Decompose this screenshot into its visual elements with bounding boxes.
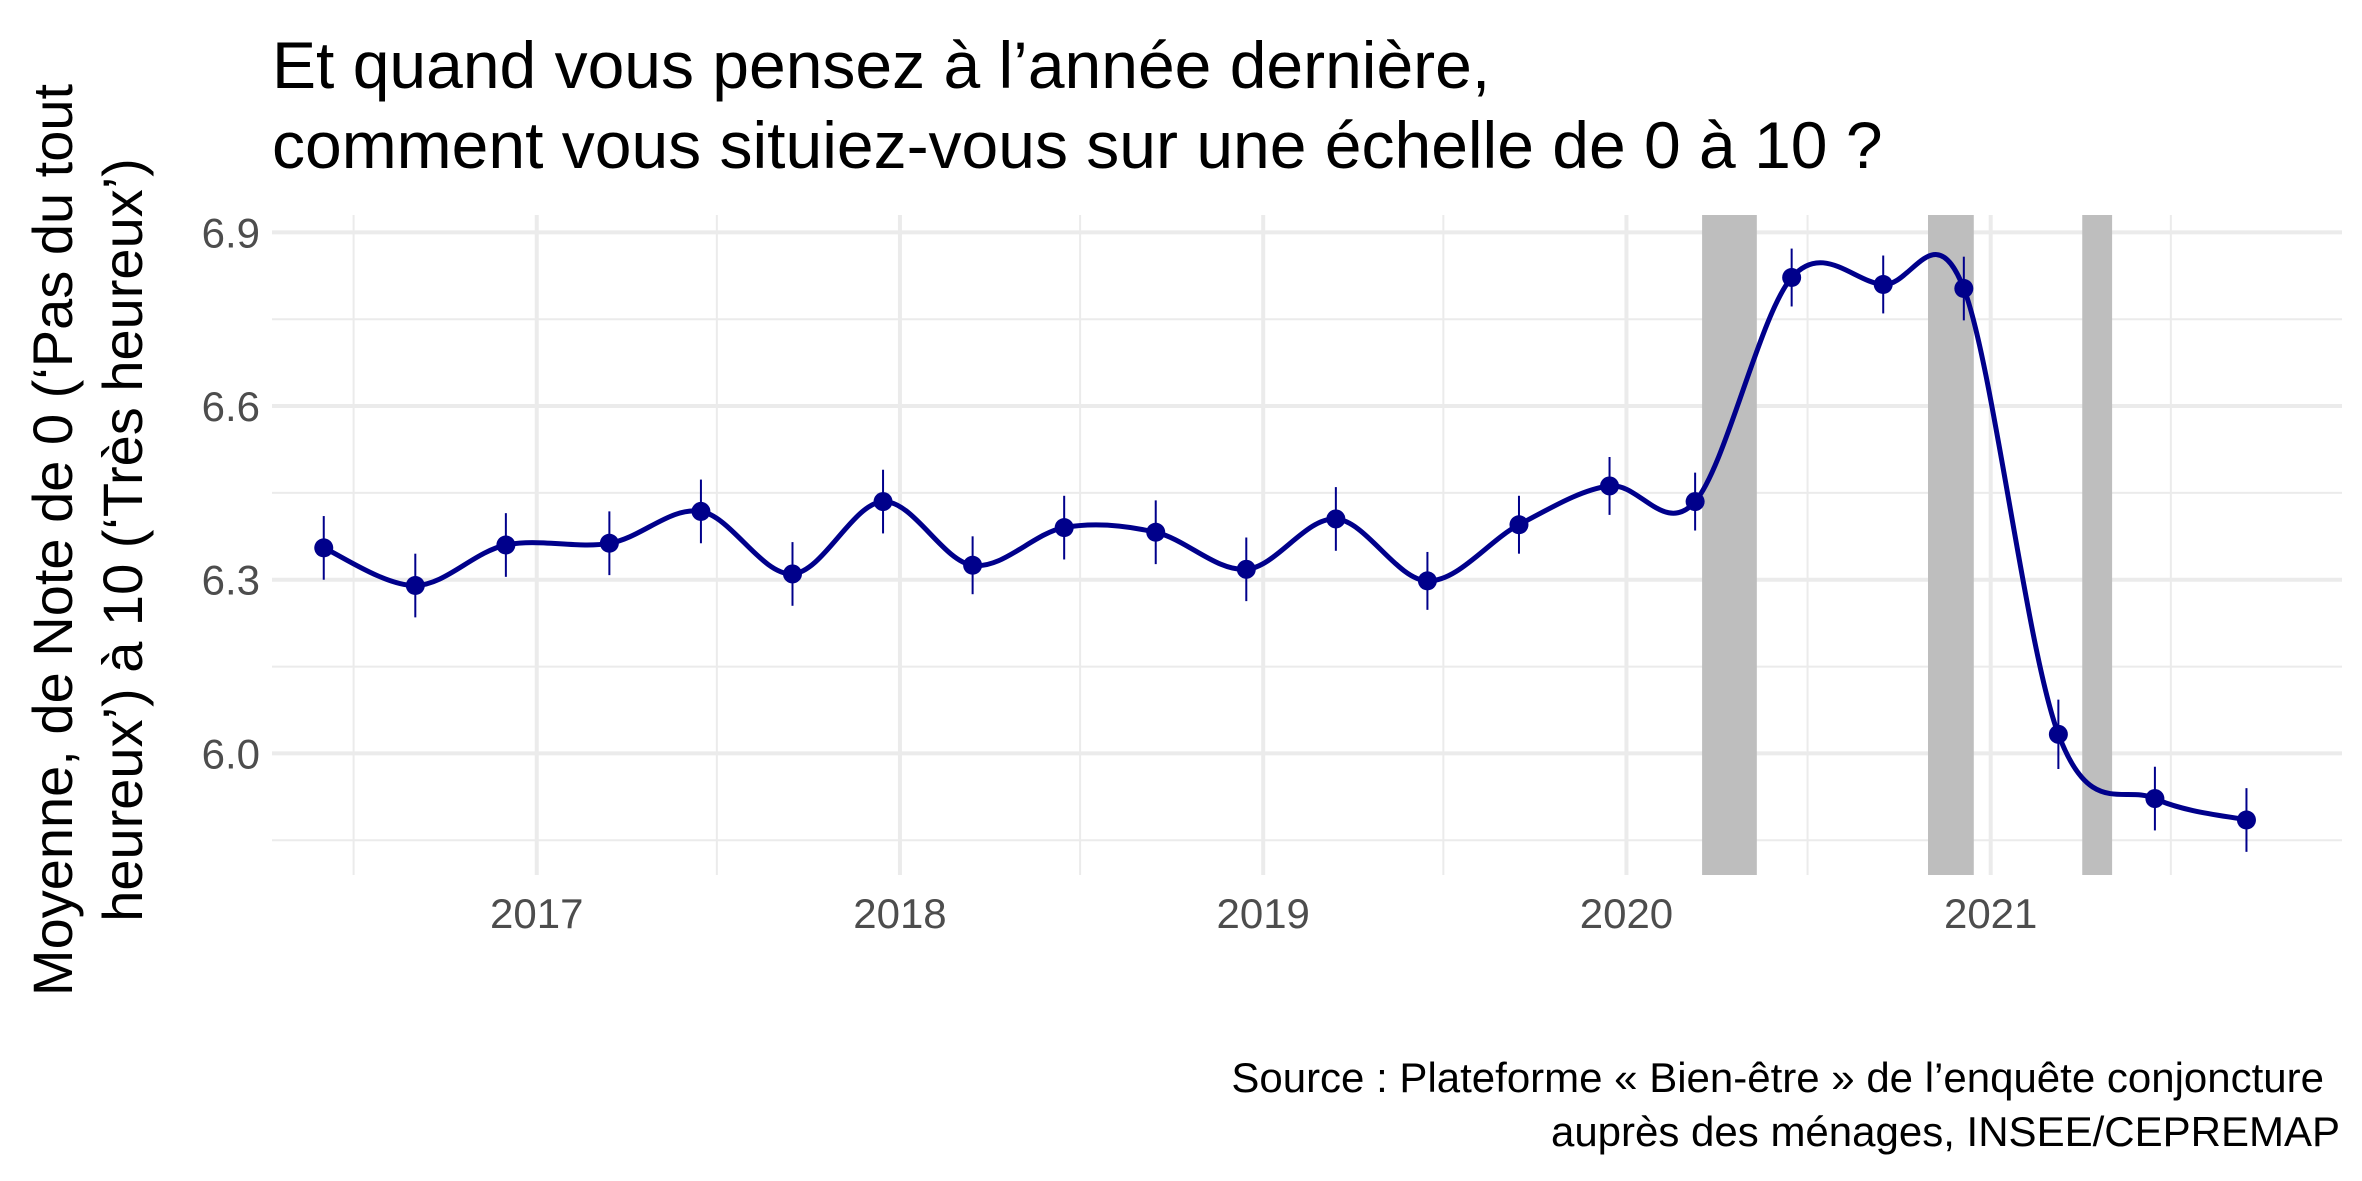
y-tick-label: 6.3 <box>202 557 260 604</box>
data-point <box>2048 724 2068 744</box>
data-point <box>1685 492 1705 512</box>
x-tick-label: 2020 <box>1580 890 1673 937</box>
series-layer <box>314 248 2256 852</box>
data-point <box>2236 810 2256 830</box>
data-point <box>599 533 619 553</box>
data-point <box>1326 509 1346 529</box>
shaded-periods <box>1702 215 2113 875</box>
y-tick-label: 6.6 <box>202 383 260 430</box>
tick-labels: 6.0 6.3 6.6 6.9 2017 2018 2019 2020 2021 <box>202 209 2038 937</box>
shaded-period <box>1928 215 1974 875</box>
data-point <box>1417 571 1437 591</box>
data-point <box>1600 476 1620 496</box>
x-tick-label: 2018 <box>853 890 946 937</box>
y-axis-label-line-1: Moyenne, de Note de 0 (‘Pas du tout <box>21 83 84 996</box>
data-point <box>405 576 425 596</box>
y-tick-label: 6.0 <box>202 730 260 777</box>
data-point <box>314 538 334 558</box>
grid-layer <box>272 215 2342 875</box>
x-tick-label: 2021 <box>1944 890 2037 937</box>
y-axis-label-line-2: heureux’) à 10 (‘Très heureux’) <box>91 158 154 922</box>
data-point <box>2145 789 2165 809</box>
data-point <box>1509 515 1529 535</box>
y-axis-label: Moyenne, de Note de 0 (‘Pas du tout heur… <box>21 83 154 996</box>
y-tick-label: 6.9 <box>202 209 260 256</box>
data-point <box>1954 279 1974 299</box>
data-point <box>1146 522 1166 542</box>
data-point <box>496 535 516 555</box>
data-point <box>1054 518 1074 538</box>
x-tick-label: 2017 <box>490 890 583 937</box>
data-point <box>691 501 711 521</box>
data-point <box>782 564 802 584</box>
data-point <box>1873 274 1893 294</box>
data-point <box>1782 268 1802 288</box>
x-tick-label: 2019 <box>1216 890 1309 937</box>
series-line <box>321 252 2249 823</box>
caption-line-1: Source : Plateforme « Bien-être » de l’e… <box>1231 1054 2324 1101</box>
chart-title-line-1: Et quand vous pensez à l’année dernière, <box>272 28 1490 102</box>
data-point <box>873 492 893 512</box>
shaded-period <box>1702 215 1757 875</box>
data-point <box>963 555 983 575</box>
caption-line-2: auprès des ménages, INSEE/CEPREMAP <box>1551 1108 2340 1155</box>
shaded-period <box>2082 215 2113 875</box>
chart-title-line-2: comment vous situiez-vous sur une échell… <box>272 108 1883 182</box>
data-point <box>1236 559 1256 579</box>
